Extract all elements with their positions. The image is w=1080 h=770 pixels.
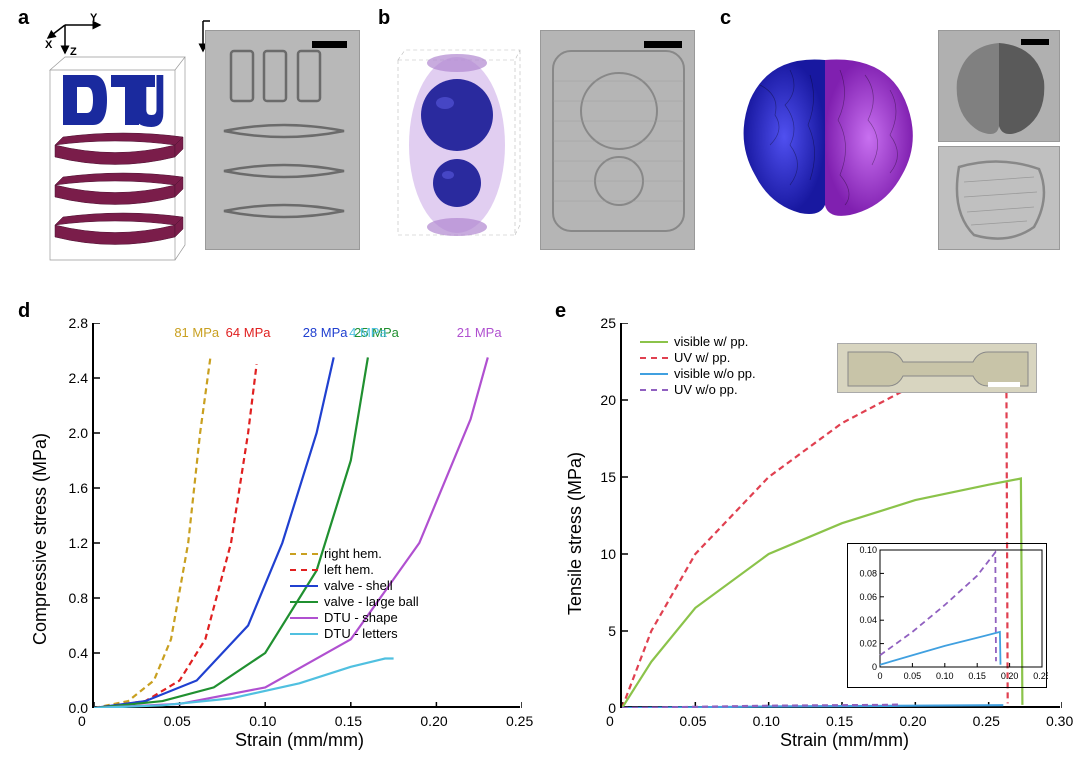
valve-3d-model <box>390 35 525 245</box>
svg-text:0: 0 <box>877 671 882 681</box>
svg-text:0.25: 0.25 <box>1033 671 1048 681</box>
dogbone-photo <box>837 343 1037 393</box>
brain-micro-top <box>938 30 1060 142</box>
svg-text:81 MPa: 81 MPa <box>174 325 220 340</box>
xlabel-e: Strain (mm/mm) <box>780 730 909 751</box>
ylabel-d: Compressive stress (MPa) <box>30 433 51 645</box>
legend-d: right hem.left hem.valve - shellvalve - … <box>290 545 419 642</box>
legend-e: visible w/ pp.UV w/ pp.visible w/o pp.UV… <box>640 333 756 398</box>
svg-text:0.05: 0.05 <box>904 671 922 681</box>
scale-bar-a <box>312 41 347 48</box>
scale-bar-c <box>1021 39 1049 45</box>
xlabel-d: Strain (mm/mm) <box>235 730 364 751</box>
svg-text:0.10: 0.10 <box>859 545 877 555</box>
brain-3d-model <box>730 45 925 225</box>
svg-text:64 MPa: 64 MPa <box>226 325 272 340</box>
inset-svg: 0 0.05 0.10 0.15 0.20 0.25 0 0.02 0.04 0.06 0.08 0.… <box>848 544 1048 689</box>
svg-text:4 MPa: 4 MPa <box>349 325 387 340</box>
top-row: a b c X Y Z Y Z <box>0 5 1080 285</box>
valve-micrograph <box>540 30 695 250</box>
svg-text:0.06: 0.06 <box>859 592 877 602</box>
svg-text:0.04: 0.04 <box>859 615 877 625</box>
panel-label-d: d <box>18 300 30 323</box>
svg-text:0.10: 0.10 <box>936 671 954 681</box>
scale-bar-b <box>644 41 682 48</box>
chart-d: Compressive stress (MPa) Strain (mm/mm) … <box>30 315 530 755</box>
svg-text:0.02: 0.02 <box>859 639 877 649</box>
chart-area-d: 81 MPa64 MPa28 MPa25 MPa21 MPa4 MPa <box>92 323 520 708</box>
svg-text:0.15: 0.15 <box>968 671 986 681</box>
dtu-micrograph <box>205 30 360 250</box>
brain-micro-bot <box>938 146 1060 250</box>
svg-text:0.20: 0.20 <box>1001 671 1019 681</box>
svg-text:28 MPa: 28 MPa <box>303 325 349 340</box>
svg-text:0.08: 0.08 <box>859 568 877 578</box>
panel-b <box>380 5 700 265</box>
dtu-3d-model <box>35 45 195 265</box>
inset-e: 0 0.05 0.10 0.15 0.20 0.25 0 0.02 0.04 0.06 0.08 0.… <box>847 543 1047 688</box>
panel-c <box>720 5 1065 265</box>
ylabel-e: Tensile stress (MPa) <box>565 452 586 615</box>
brain-micrographs <box>938 30 1060 250</box>
svg-text:21 MPa: 21 MPa <box>457 325 503 340</box>
svg-text:0: 0 <box>872 662 877 672</box>
svg-text:Y: Y <box>90 13 98 24</box>
panel-a: X Y Z Y Z <box>20 5 350 265</box>
chart-svg-d: 81 MPa64 MPa28 MPa25 MPa21 MPa4 MPa <box>94 323 522 708</box>
chart-e: Tensile stress (MPa) Strain (mm/mm) 0 0.0… <box>565 315 1070 755</box>
